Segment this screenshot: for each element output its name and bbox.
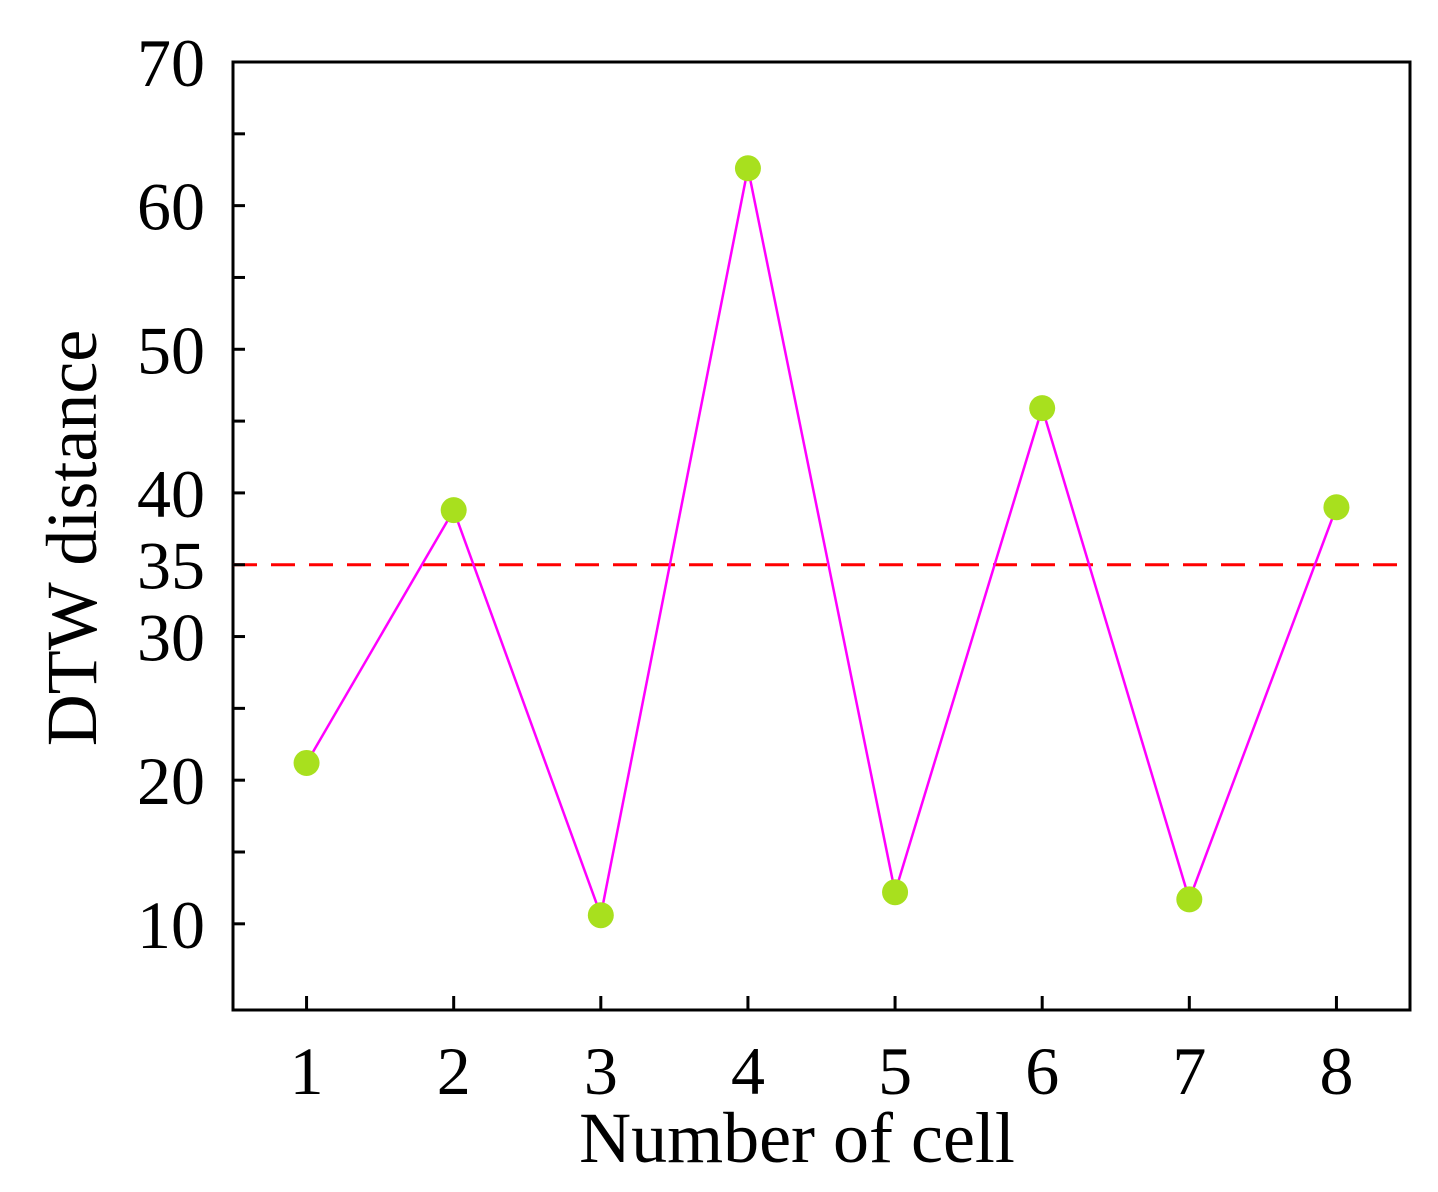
- x-tick-label: 5: [878, 1033, 912, 1109]
- x-tick-label: 8: [1319, 1033, 1353, 1109]
- data-point: [440, 497, 467, 524]
- x-tick-label: 7: [1172, 1033, 1206, 1109]
- x-tick-label: 6: [1025, 1033, 1059, 1109]
- data-point: [1029, 395, 1056, 422]
- marker-group: [293, 155, 1350, 929]
- series-line-segment: [893, 407, 1044, 893]
- data-point: [587, 902, 614, 929]
- y-tick-label: 10: [137, 887, 205, 963]
- data-point: [882, 879, 909, 906]
- y-tick-label: 50: [137, 312, 205, 388]
- y-tick-label: 30: [137, 600, 205, 676]
- plot-frame: [231, 60, 1412, 1012]
- x-axis-ticks: 1 2 3 4 5 6 7 8: [290, 996, 1353, 1109]
- data-point: [734, 155, 761, 182]
- y-axis-title: DTW distance: [32, 330, 112, 747]
- x-tick-label: 3: [584, 1033, 618, 1109]
- series-group: [305, 168, 1338, 916]
- y-tick-label: 20: [137, 743, 205, 819]
- data-point: [293, 749, 320, 776]
- x-axis-title: Number of cell: [579, 1098, 1015, 1178]
- y-tick-label: 70: [137, 25, 205, 101]
- series-line-segment: [746, 168, 897, 893]
- plot-frame-group: [231, 60, 1412, 1012]
- data-point: [1176, 886, 1203, 913]
- y-tick-label: 40: [137, 456, 205, 532]
- x-tick-label: 4: [731, 1033, 765, 1109]
- series-line-segment: [305, 509, 455, 764]
- series-line-segment: [1188, 506, 1338, 900]
- series-line-segment: [452, 509, 602, 916]
- x-tick-label: 2: [437, 1033, 471, 1109]
- x-tick-label: 1: [290, 1033, 324, 1109]
- data-point: [1323, 494, 1350, 521]
- y-tick-label: 60: [137, 169, 205, 245]
- series-line-segment: [599, 168, 750, 916]
- series-line-segment: [1040, 407, 1191, 900]
- y-tick-label: 35: [137, 528, 205, 604]
